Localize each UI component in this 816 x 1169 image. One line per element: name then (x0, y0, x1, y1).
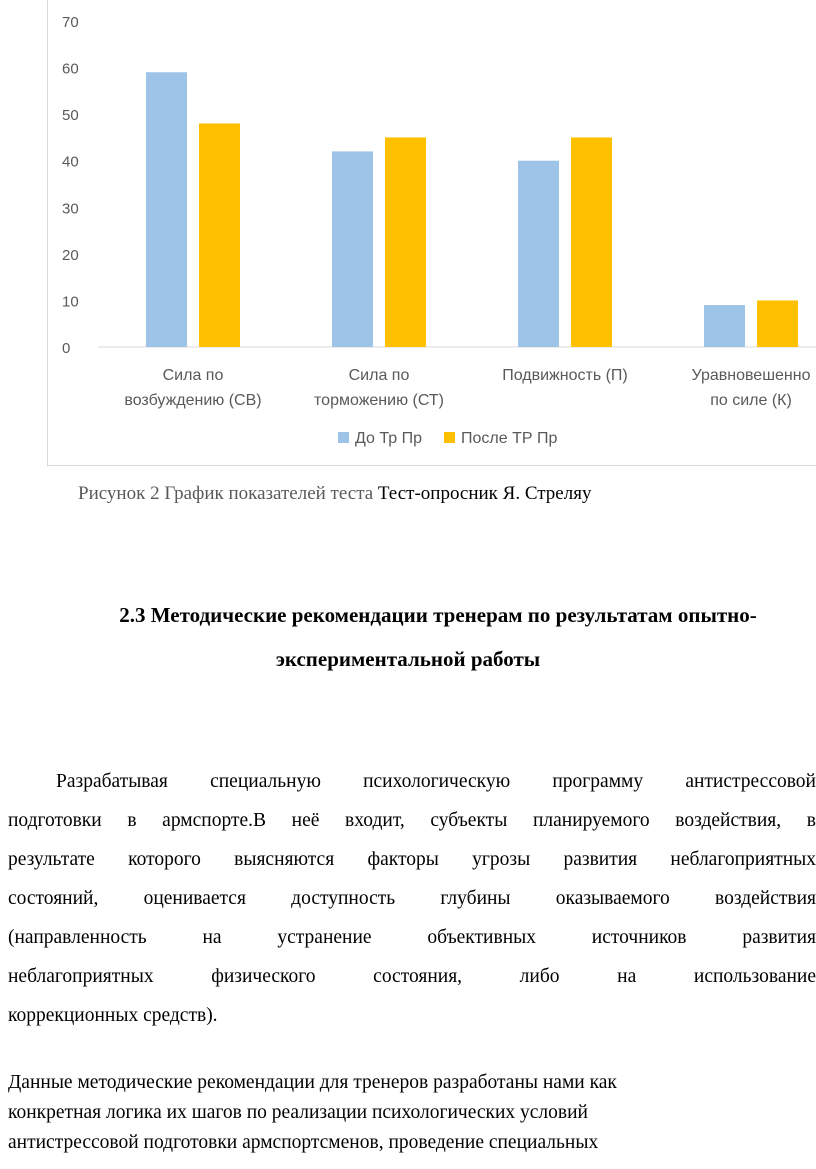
x-tick-label: Уравновешенно (692, 367, 811, 384)
y-tick-label: 60 (62, 61, 79, 78)
caption-suffix: Тест-опросник Я. Стреляу (377, 483, 592, 504)
legend-swatch (443, 432, 455, 443)
bar (518, 160, 559, 347)
paragraph-line: результате которого выясняются факторы у… (8, 849, 816, 870)
bar (571, 137, 612, 347)
x-tick-label: Сила по (163, 367, 224, 384)
chart-frame: 0 10 20 30 40 50 60 70 Сила по возбуждению (СВ) Си… (47, 0, 816, 466)
x-tick-label: Подвижность (П) (502, 367, 628, 384)
paragraph-line: антистрессовой подготовки армспортсменов… (8, 1132, 599, 1153)
bar (385, 137, 426, 347)
paragraph-line: коррекционных средств). (8, 1005, 218, 1026)
x-tick-label: по силе (К) (710, 392, 792, 409)
bar (146, 72, 187, 347)
y-tick-label: 0 (62, 340, 70, 357)
y-tick-label: 70 (62, 14, 79, 31)
caption-prefix: Рисунок 2 График показателей теста (78, 483, 378, 504)
paragraph-1: Разрабатывая специальную психологическую… (8, 762, 816, 1035)
paragraph-line: Разрабатывая специальную психологическую… (56, 771, 816, 792)
paragraph-line: (направленность на устранение объективны… (8, 927, 816, 948)
bar (332, 151, 373, 347)
y-tick-label: 30 (62, 200, 79, 217)
legend-label: До Тр Пр (355, 430, 422, 447)
paragraph-line: неблагоприятных физического состояния, л… (8, 966, 816, 987)
paragraph-line: Данные методические рекомендации для тре… (8, 1072, 617, 1093)
x-tick-label: Сила по (349, 367, 410, 384)
paragraph-line: состояний, оценивается доступность глуби… (8, 888, 816, 909)
x-tick-label: возбуждению (СВ) (124, 392, 261, 409)
section-heading-line1: 2.3 Методические рекомендации тренерам п… (119, 603, 757, 627)
y-tick-label: 10 (62, 293, 79, 310)
figure-caption: Рисунок 2 График показателей теста Тест-… (78, 483, 591, 505)
legend-label: После ТР Пр (461, 430, 557, 447)
bar (757, 300, 798, 347)
y-tick-label: 20 (62, 247, 79, 264)
bar-chart: 0 10 20 30 40 50 60 70 Сила по возбуждению (СВ) Си… (62, 14, 816, 447)
section-heading-line2: экспериментальной работы (275, 647, 541, 671)
bar (704, 305, 745, 347)
bar (199, 123, 240, 347)
legend-swatch (338, 432, 349, 443)
paragraph-line: подготовки в армспорте.В неё входит, суб… (8, 810, 816, 831)
y-tick-label: 40 (62, 154, 79, 171)
paragraph-2: Данные методические рекомендации для тре… (8, 1068, 816, 1158)
paragraph-line: конкретная логика их шагов по реализации… (8, 1102, 588, 1123)
y-tick-label: 50 (62, 107, 79, 124)
x-tick-label: торможению (СТ) (314, 392, 444, 409)
